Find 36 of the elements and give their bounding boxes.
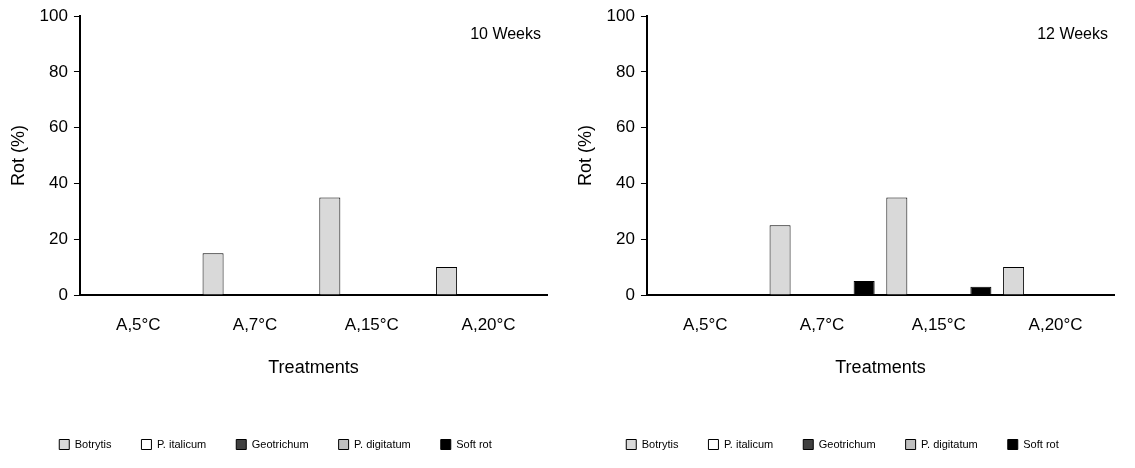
y-tick-label: 60: [49, 117, 68, 137]
x-tick-label: A,7°C: [232, 314, 278, 334]
y-tick-label: 60: [616, 117, 635, 137]
annotation: 12 Weeks: [1037, 24, 1108, 42]
x-tick-label: A,7°C: [799, 314, 845, 334]
y-axis-title: Rot (%): [7, 125, 28, 187]
y-tick-label: 100: [606, 5, 635, 25]
x-tick-label: A,15°C: [911, 314, 966, 334]
y-tick-label: 0: [58, 284, 68, 304]
x-axis-title: Treatments: [835, 357, 926, 378]
annotation: 10 Weeks: [470, 24, 541, 42]
x-axis-title: Treatments: [268, 357, 359, 378]
y-tick-label: 0: [625, 284, 635, 304]
legend-label: Soft rot: [1023, 437, 1059, 450]
x-tick-label: A,20°C: [1028, 314, 1083, 334]
legend-label: Soft rot: [456, 437, 492, 450]
y-axis-title: Rot (%): [574, 125, 595, 187]
y-tick-label: 20: [49, 228, 68, 248]
legend-label: P. digitatum: [921, 437, 978, 450]
legend-label: Botrytis: [74, 437, 112, 450]
legend-label: P. italicum: [156, 437, 207, 450]
x-tick-label: A,20°C: [461, 314, 516, 334]
y-tick-label: 100: [39, 5, 68, 25]
y-tick-label: 80: [616, 61, 635, 81]
x-tick-label: A,5°C: [683, 314, 728, 334]
legend-label: Geotrichum: [818, 437, 876, 450]
x-tick-label: A,15°C: [344, 314, 399, 334]
legend-label: Geotrichum: [251, 437, 309, 450]
legend-label: Botrytis: [641, 437, 679, 450]
y-tick-label: 20: [616, 228, 635, 248]
x-tick-label: A,5°C: [116, 314, 161, 334]
legend-label: P. italicum: [723, 437, 774, 450]
legend-label: P. digitatum: [354, 437, 411, 450]
y-tick-label: 40: [616, 173, 635, 193]
y-tick-label: 40: [49, 173, 68, 193]
y-tick-label: 80: [49, 61, 68, 81]
